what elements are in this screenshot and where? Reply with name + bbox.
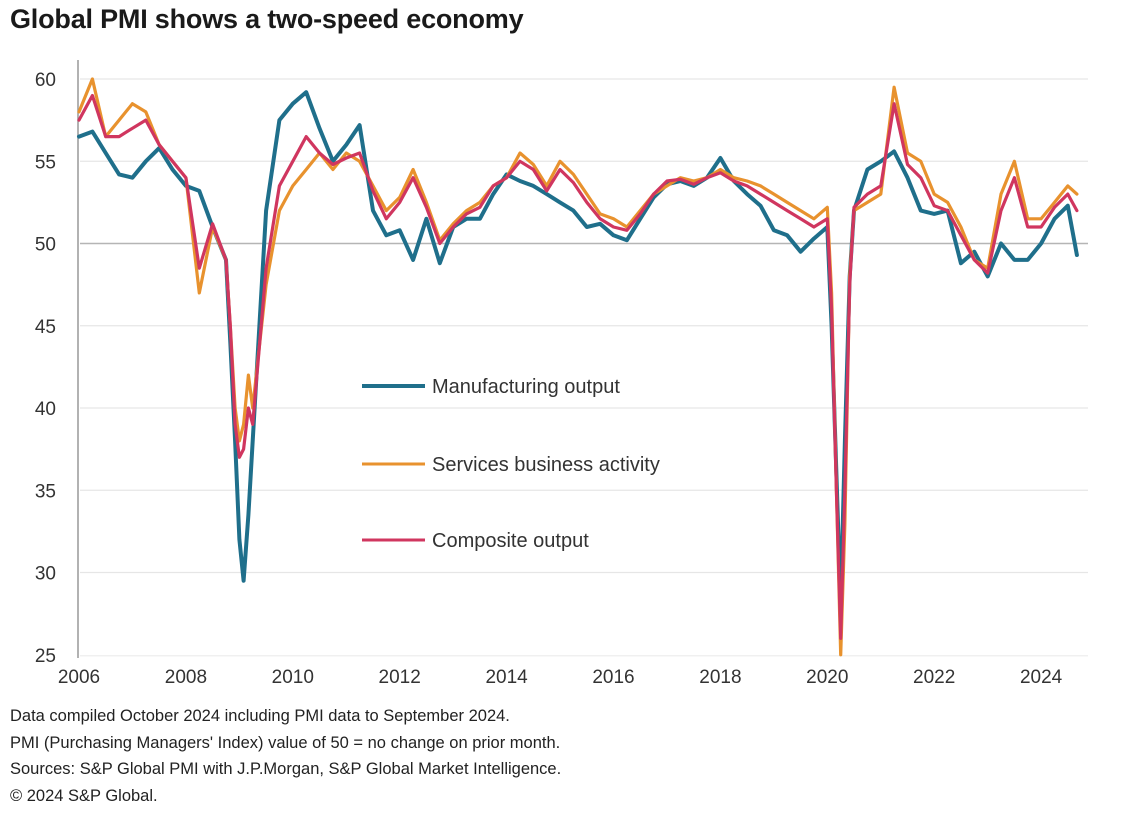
legend-label-services: Services business activity [432,454,660,476]
y-tick-label: 50 [35,235,56,256]
legend-item-manufacturing[interactable]: Manufacturing output [362,376,620,398]
note-sources: Sources: S&P Global PMI with J.P.Morgan,… [10,760,562,778]
legend: Manufacturing output Services business a… [362,376,660,552]
y-tick-label: 60 [35,70,56,91]
chart-notes: Data compiled October 2024 including PMI… [10,703,561,809]
y-tick-label: 55 [35,152,56,173]
chart-title: Global PMI shows a two-speed economy [10,4,524,34]
x-tick-label: 2022 [913,667,955,688]
x-tick-label: 2024 [1020,667,1063,688]
series-line-manufacturing-output [77,90,1079,608]
legend-item-composite[interactable]: Composite output [362,530,589,552]
note-pmi-definition: PMI (Purchasing Managers' Index) value o… [10,733,561,752]
legend-item-services[interactable]: Services business activity [362,454,660,476]
y-tick-label: 45 [35,317,56,338]
y-tick-label: 25 [35,646,56,667]
y-tick-label: 30 [35,564,56,585]
x-tick-label: 2016 [592,667,634,688]
note-copyright: © 2024 S&P Global. [10,786,158,805]
x-tick-label: 2012 [379,667,421,688]
y-tick-label: 40 [35,399,56,420]
x-tick-label: 2018 [699,667,741,688]
series-line-services-business-activity [77,77,1079,657]
x-tick-label: 2006 [58,667,100,688]
note-data-compiled: Data compiled October 2024 including PMI… [10,707,510,725]
x-axis-ticks: 2006 2008 2010 2012 2014 2016 2018 2020 2022 2024 [58,667,1063,688]
x-tick-label: 2008 [165,667,207,688]
y-tick-label: 35 [35,481,56,502]
legend-label-manufacturing: Manufacturing output [432,376,620,398]
y-axis-ticks: 25 30 35 40 45 50 55 60 [35,70,56,667]
series-line-composite-output [77,93,1079,640]
x-tick-label: 2014 [485,667,528,688]
legend-label-composite: Composite output [432,530,589,552]
line-chart: 25 30 35 40 45 50 55 60 2006 2008 2010 2012 2014 201… [35,60,1088,688]
x-tick-label: 2020 [806,667,848,688]
series-group [77,77,1079,657]
x-tick-label: 2010 [272,667,314,688]
